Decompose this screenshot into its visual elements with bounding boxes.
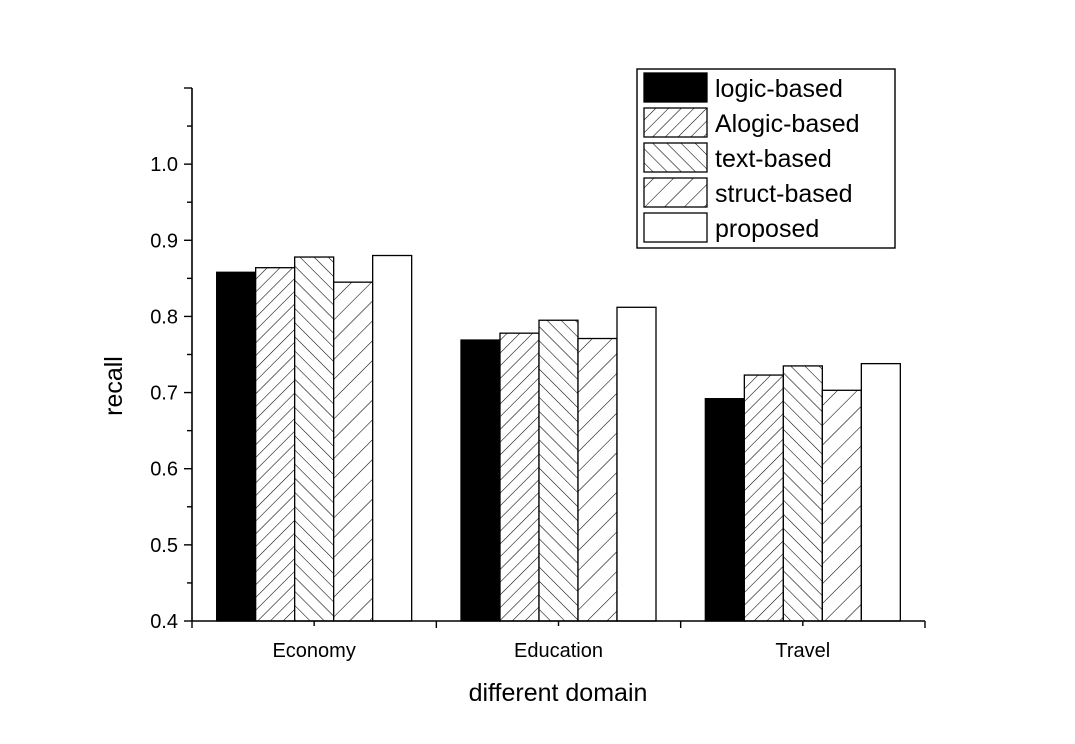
x-axis-title: different domain bbox=[469, 679, 648, 707]
bar-alogic-based-travel bbox=[743, 374, 784, 622]
bars-group bbox=[216, 254, 901, 622]
legend-swatch-text-based bbox=[643, 142, 708, 173]
legend-swatch-alogic-based bbox=[643, 107, 708, 138]
bar-text-based-economy bbox=[294, 256, 335, 622]
bar-struct-based-education bbox=[577, 337, 618, 622]
bar-logic-based-education bbox=[460, 339, 501, 622]
bar-logic-based-economy bbox=[216, 271, 257, 622]
bar-struct-based-economy bbox=[333, 281, 374, 622]
bar-proposed-education bbox=[616, 306, 657, 622]
y-tick-label-0-6: 0.6 bbox=[150, 459, 178, 481]
bar-struct-based-travel bbox=[821, 389, 862, 622]
bar-logic-based-travel bbox=[704, 398, 745, 622]
bar-alogic-based-education bbox=[499, 332, 540, 622]
x-tick-label-education: Education bbox=[514, 640, 603, 662]
bar-text-based-education bbox=[538, 319, 579, 622]
bar-alogic-based-economy bbox=[255, 267, 296, 622]
legend-label-proposed: proposed bbox=[715, 215, 819, 243]
y-tick-label-0-4: 0.4 bbox=[150, 611, 178, 633]
y-tick-label-0-9: 0.9 bbox=[150, 230, 178, 252]
x-axis-ticks: Economy Education Travel bbox=[191, 621, 926, 662]
y-tick-label-1-0: 1.0 bbox=[150, 154, 178, 176]
legend-swatch-logic-based bbox=[643, 72, 708, 103]
legend-label-text-based: text-based bbox=[715, 145, 832, 173]
bar-proposed-travel bbox=[860, 362, 901, 622]
legend-swatch-struct-based bbox=[643, 177, 708, 208]
legend-label-alogic-based: Alogic-based bbox=[715, 110, 860, 138]
y-axis-ticks: 0.4 0.5 0.6 0.7 0.8 0.9 1.0 bbox=[150, 87, 192, 633]
x-tick-label-economy: Economy bbox=[272, 640, 355, 662]
y-tick-label-0-5: 0.5 bbox=[150, 535, 178, 557]
y-tick-label-0-7: 0.7 bbox=[150, 383, 178, 405]
bar-proposed-economy bbox=[372, 254, 413, 622]
x-tick-label-travel: Travel bbox=[775, 640, 830, 662]
y-axis-title: recall bbox=[100, 356, 128, 416]
y-tick-label-0-8: 0.8 bbox=[150, 306, 178, 328]
legend: logic-based Alogic-based text-based struct-… bbox=[636, 68, 896, 249]
legend-label-struct-based: struct-based bbox=[715, 180, 853, 208]
bar-text-based-travel bbox=[782, 365, 823, 622]
legend-swatch-proposed bbox=[643, 212, 708, 243]
legend-label-logic-based: logic-based bbox=[715, 75, 843, 103]
